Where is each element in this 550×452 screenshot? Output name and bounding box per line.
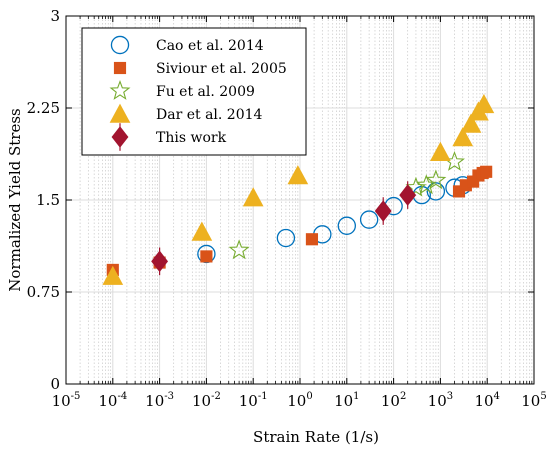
y-tick-label: 0.75 [27,283,60,301]
marker-shape [242,187,264,207]
x-tick-label: 105 [521,391,546,410]
point-siviour-et-al-2005 [305,233,319,246]
marker-shape [426,182,446,201]
x-tick-label: 103 [428,391,453,410]
marker-shape [405,176,427,197]
x-axis-ticks: 10-5 10-4 10-3 10-2 10-1 100 101 102 103 104 105 [52,16,547,410]
point-dar-et-al-2014 [452,127,474,147]
marker-shape [113,61,127,75]
marker-shape [109,79,131,100]
marker-shape [473,93,495,114]
legend-entry-label: Fu et al. 2009 [156,84,255,100]
x-axis-label: Strain Rate (1/s) [253,428,379,446]
y-axis-label: Normalized Yield Stress [6,108,24,291]
legend-entry-label: Dar et al. 2014 [156,107,263,123]
marker-shape [337,216,357,235]
point-fu-et-al-2009 [228,239,250,260]
marker-shape [200,250,213,263]
x-tick-label: 10-4 [98,391,127,410]
point-dar-et-al-2014 [473,93,495,114]
marker-shape [197,244,216,264]
marker-shape [399,184,417,206]
x-tick-label: 102 [381,391,406,410]
point-fu-et-al-2009 [415,174,437,195]
point-cao-et-al-2014 [276,228,296,248]
marker-shape [102,265,124,285]
point-fu-et-al-2009 [405,176,427,197]
x-tick-label: 10-1 [239,391,268,410]
point-cao-et-al-2014 [359,210,379,229]
point-this-work [151,247,169,276]
x-tick-label: 10-3 [145,391,174,410]
y-tick-label: 2.25 [27,99,60,117]
x-tick-label: 10-2 [192,391,221,410]
point-siviour-et-al-2005 [200,250,213,263]
point-dar-et-al-2014 [191,221,213,241]
point-fu-et-al-2009 [425,169,447,190]
y-tick-label: 0 [50,375,60,393]
marker-shape [425,169,447,190]
point-dar-et-al-2014 [460,113,482,133]
marker-shape [460,113,482,133]
x-tick-label: 10-5 [52,391,81,410]
marker-shape [109,103,131,123]
x-tick-label: 104 [474,391,499,410]
point-siviour-et-al-2005 [480,165,493,178]
point-cao-et-al-2014 [337,216,357,235]
point-this-work [374,197,392,225]
point-cao-et-al-2014 [426,182,446,201]
legend-marker [109,103,131,123]
point-cao-et-al-2014 [197,244,216,264]
marker-shape [287,165,309,185]
legend-marker [109,79,131,100]
legend-entry-label: Cao et al. 2014 [156,38,264,54]
marker-shape [305,233,319,246]
point-dar-et-al-2014 [242,187,264,207]
y-axis-ticks: 0 0.75 1.5 2.25 3 [27,7,534,393]
x-tick-label: 100 [287,391,312,410]
marker-shape [228,239,250,260]
marker-shape [374,200,392,222]
marker-shape [276,228,296,248]
marker-shape [111,126,129,148]
legend-entry-label: Siviour et al. 2005 [156,61,287,77]
marker-shape [415,174,437,195]
point-dar-et-al-2014 [287,165,309,185]
point-dar-et-al-2014 [430,141,451,161]
marker-shape [359,210,379,229]
legend-marker [110,35,130,55]
data-marks [102,93,495,285]
marker-shape [480,165,493,178]
marker-shape [110,35,130,55]
point-this-work [399,181,417,209]
legend-entry-label: This work [156,130,227,146]
marker-shape [191,221,213,241]
y-tick-label: 1.5 [36,191,60,209]
point-dar-et-al-2014 [102,265,124,285]
marker-shape [430,141,451,161]
marker-shape [452,127,474,147]
legend: Cao et al. 2014 Siviour et al. 2005 Fu et … [81,27,307,156]
y-tick-label: 3 [50,7,60,25]
legend-marker [111,123,129,151]
marker-shape [151,250,169,273]
legend-marker [113,61,127,75]
x-tick-label: 101 [334,391,359,410]
